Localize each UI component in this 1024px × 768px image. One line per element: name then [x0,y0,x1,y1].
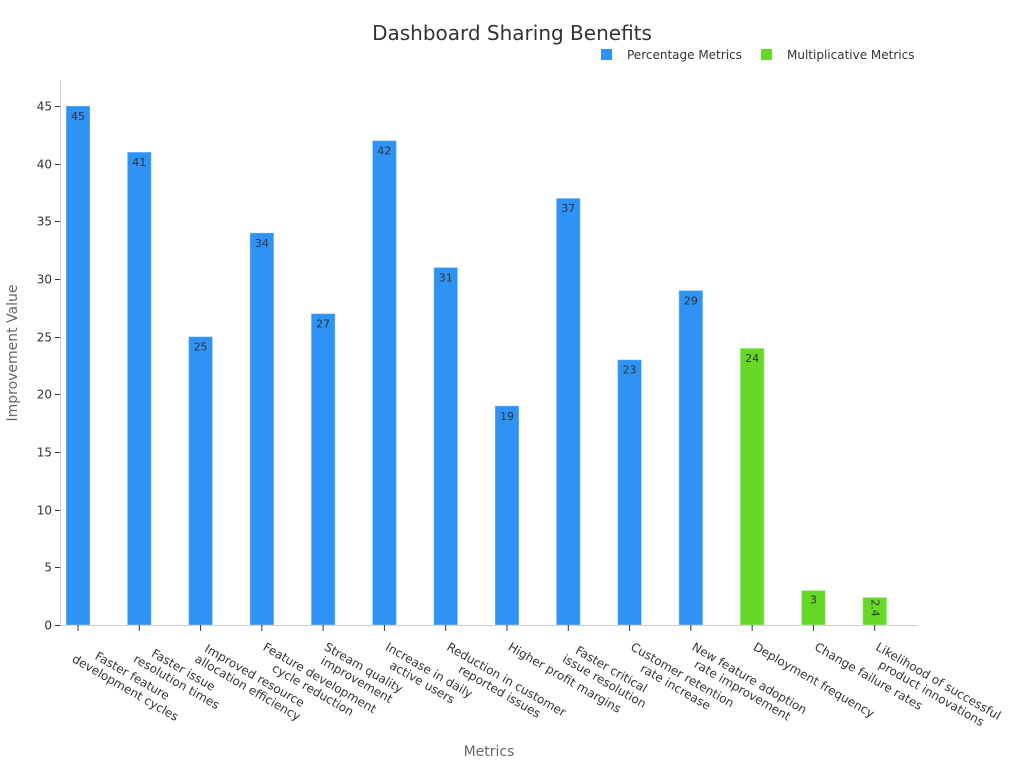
bar[interactable] [433,266,459,626]
data-label: 24 [745,352,759,365]
bar[interactable] [555,197,581,626]
data-label: 34 [255,237,269,250]
data-label: 19 [500,410,514,423]
chart-title: Dashboard Sharing Benefits [372,21,652,45]
y-tick-label: 20 [37,388,52,402]
y-tick-label: 30 [37,273,52,287]
y-tick-label: 35 [37,215,52,229]
legend-swatch [761,49,772,60]
y-tick-label: 10 [37,504,52,518]
y-tick-label: 15 [37,446,52,460]
y-tick-label: 40 [37,158,52,172]
bar[interactable] [617,359,643,626]
legend-label: Multiplicative Metrics [787,48,914,62]
y-tick-label: 5 [44,561,52,575]
bar[interactable] [65,105,91,626]
y-axis-title: Improvement Value [5,284,21,421]
bar[interactable] [800,589,826,626]
legend-label: Percentage Metrics [627,48,742,62]
legend: Percentage Metrics Multiplicative Metrics [601,48,914,62]
legend-swatch [601,49,612,60]
data-label: 23 [623,364,637,377]
y-axis-ticks: 0 5 10 15 20 25 30 35 40 45 [37,100,60,633]
y-tick-label: 25 [37,331,52,345]
data-label: 27 [316,318,330,331]
bar[interactable] [494,405,520,626]
data-label: 42 [377,145,391,158]
bar[interactable] [310,313,336,626]
bar[interactable] [862,596,888,626]
bar[interactable] [739,347,765,626]
data-label: 41 [132,156,146,169]
bar[interactable] [678,290,704,626]
y-tick-label: 0 [44,619,52,633]
bar[interactable] [249,232,275,626]
bar[interactable] [126,151,152,626]
data-label: 2.4 [869,599,882,617]
x-axis-title: Metrics [464,744,515,760]
y-tick-label: 45 [37,100,52,114]
bar[interactable] [371,140,397,626]
bars [65,105,888,626]
data-label: 45 [71,110,85,123]
data-label: 29 [684,295,698,308]
data-label: 37 [561,202,575,215]
bar[interactable] [188,336,214,626]
data-label: 25 [194,341,208,354]
data-label: 3 [810,593,817,606]
data-labels: 45 41 25 34 27 42 31 19 37 23 29 24 3 2.4 [71,110,882,617]
data-label: 31 [439,271,453,284]
